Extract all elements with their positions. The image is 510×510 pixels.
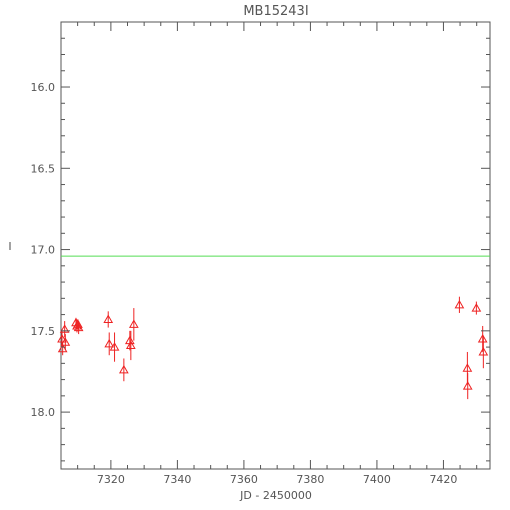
triangle-marker: [125, 340, 136, 349]
x-tick-label: 7420: [429, 473, 457, 486]
data-point: [59, 321, 70, 338]
data-point: [104, 332, 115, 356]
x-tick-label: 7340: [163, 473, 191, 486]
x-tick-label: 7320: [97, 473, 125, 486]
x-axis-label: JD - 2450000: [239, 489, 312, 502]
data-point: [73, 321, 84, 335]
triangle-marker: [104, 338, 115, 348]
triangle-marker: [59, 324, 70, 333]
y-tick-label: 18.0: [31, 406, 56, 419]
triangle-marker: [477, 333, 488, 343]
data-point: [477, 325, 488, 352]
triangle-marker: [73, 322, 84, 332]
triangle-marker: [462, 363, 473, 372]
data-point: [478, 335, 489, 369]
data-point: [454, 296, 465, 313]
triangle-marker: [109, 342, 120, 351]
triangle-marker: [103, 314, 114, 323]
y-tick-label: 17.0: [31, 244, 56, 257]
triangle-marker: [73, 319, 83, 328]
data-point: [125, 330, 136, 361]
data-points-layer: [57, 296, 489, 400]
y-tick-label: 16.5: [31, 162, 56, 175]
triangle-marker: [118, 364, 129, 374]
data-point: [57, 342, 68, 356]
data-point: [462, 373, 473, 400]
triangle-marker: [57, 333, 67, 343]
y-axis-label: I: [8, 240, 11, 253]
plot-frame: [60, 21, 491, 470]
data-point: [60, 334, 71, 351]
x-axis-ticks: 7320 7340 7360 7380 7400 7420: [60, 22, 478, 486]
triangle-marker: [471, 303, 482, 312]
x-tick-label: 7380: [296, 473, 324, 486]
plot-border: [60, 21, 491, 470]
triangle-marker: [128, 319, 139, 328]
data-point: [103, 311, 114, 328]
triangle-marker: [57, 343, 68, 353]
triangle-marker: [60, 337, 71, 346]
data-point: [118, 358, 129, 382]
data-point: [471, 301, 482, 315]
chart-title: MB15243I: [243, 4, 308, 19]
y-axis-ticks: 16.0 16.5 17.0 17.5 18.0: [31, 21, 490, 462]
data-point: [109, 332, 120, 362]
y-tick-label: 17.5: [31, 325, 56, 338]
data-point: [128, 308, 139, 341]
x-tick-label: 7360: [230, 473, 258, 486]
y-tick-label: 16.0: [31, 81, 56, 94]
x-tick-label: 7400: [363, 473, 391, 486]
triangle-marker: [462, 381, 473, 390]
triangle-marker: [478, 346, 489, 356]
triangle-marker: [454, 299, 465, 309]
